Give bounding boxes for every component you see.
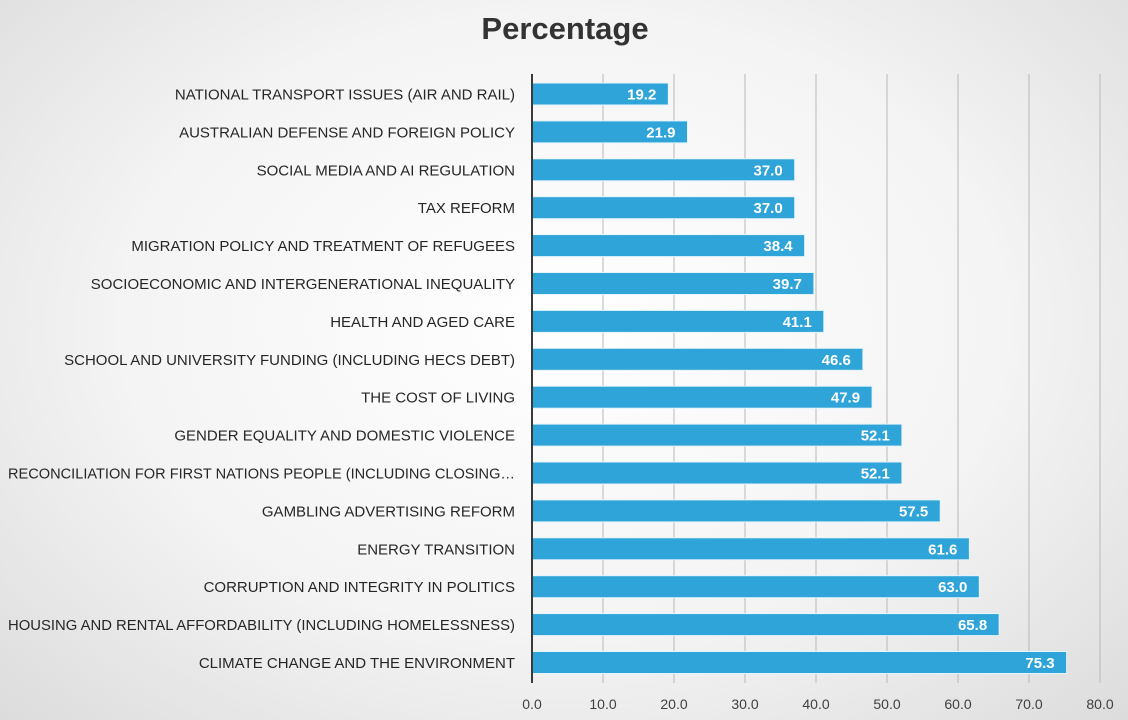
category-label: SOCIOECONOMIC AND INTERGENERATIONAL INEQ… — [91, 276, 515, 293]
data-label: 19.2 — [627, 87, 656, 104]
data-label: 52.1 — [861, 466, 890, 483]
category-labels: NATIONAL TRANSPORT ISSUES (AIR AND RAIL)… — [8, 87, 515, 673]
data-label: 39.7 — [773, 276, 802, 293]
chart-title: Percentage — [481, 11, 648, 46]
bar — [531, 347, 864, 371]
category-label: MIGRATION POLICY AND TREATMENT OF REFUGE… — [131, 238, 515, 255]
data-label: 37.0 — [753, 200, 782, 217]
data-label: 52.1 — [861, 428, 890, 445]
bar — [531, 537, 970, 561]
data-label: 63.0 — [938, 579, 967, 596]
category-label: CLIMATE CHANGE AND THE ENVIRONMENT — [199, 655, 515, 672]
category-label: GAMBLING ADVERTISING REFORM — [262, 503, 515, 520]
data-label: 41.1 — [783, 314, 812, 331]
bar — [531, 499, 941, 523]
bar — [531, 309, 825, 333]
bar — [531, 272, 815, 295]
data-label: 57.5 — [899, 503, 928, 520]
data-label: 75.3 — [1025, 655, 1054, 672]
data-label: 47.9 — [831, 390, 860, 407]
data-label: 21.9 — [646, 124, 675, 141]
category-label: CORRUPTION AND INTEGRITY IN POLITICS — [204, 579, 515, 596]
x-tick-label: 80.0 — [1086, 696, 1113, 712]
bar — [531, 461, 903, 485]
category-label: SOCIAL MEDIA AND AI REGULATION — [257, 162, 515, 179]
bar — [531, 575, 980, 599]
category-label: THE COST OF LIVING — [361, 390, 515, 407]
bar — [531, 423, 903, 447]
data-labels: 19.2 21.9 37.0 37.0 38.4 39.7 41.1 46.6 47.9 52.1… — [627, 87, 1055, 673]
data-label: 65.8 — [958, 617, 987, 634]
x-tick-label: 40.0 — [802, 696, 829, 712]
category-label: SCHOOL AND UNIVERSITY FUNDING (INCLUDING… — [64, 352, 515, 369]
x-tick-label: 30.0 — [731, 696, 758, 712]
category-label: RECONCILIATION FOR FIRST NATIONS PEOPLE … — [8, 466, 515, 483]
data-label: 46.6 — [822, 352, 851, 369]
category-label: NATIONAL TRANSPORT ISSUES (AIR AND RAIL) — [175, 87, 515, 104]
data-label: 61.6 — [928, 541, 957, 558]
data-label: 37.0 — [753, 162, 782, 179]
x-tick-label: 10.0 — [589, 696, 616, 712]
bar — [531, 651, 1068, 674]
category-label: HEALTH AND AGED CARE — [330, 314, 515, 331]
x-tick-label: 70.0 — [1015, 696, 1042, 712]
category-label: HOUSING AND RENTAL AFFORDABILITY (INCLUD… — [8, 617, 515, 634]
bar — [531, 385, 873, 409]
x-tick-label: 0.0 — [522, 696, 542, 712]
x-axis-tick-labels: 0.0 10.0 20.0 30.0 40.0 50.0 60.0 70.0 80.0 — [522, 696, 1114, 712]
x-tick-label: 50.0 — [873, 696, 900, 712]
x-tick-label: 60.0 — [944, 696, 971, 712]
category-label: TAX REFORM — [418, 200, 515, 217]
bars — [531, 82, 1068, 674]
x-tick-label: 20.0 — [660, 696, 687, 712]
data-label: 38.4 — [763, 238, 793, 255]
category-label: GENDER EQUALITY AND DOMESTIC VIOLENCE — [174, 428, 515, 445]
bar — [531, 613, 1000, 637]
category-label: AUSTRALIAN DEFENSE AND FOREIGN POLICY — [179, 124, 515, 141]
category-label: ENERGY TRANSITION — [357, 541, 515, 558]
